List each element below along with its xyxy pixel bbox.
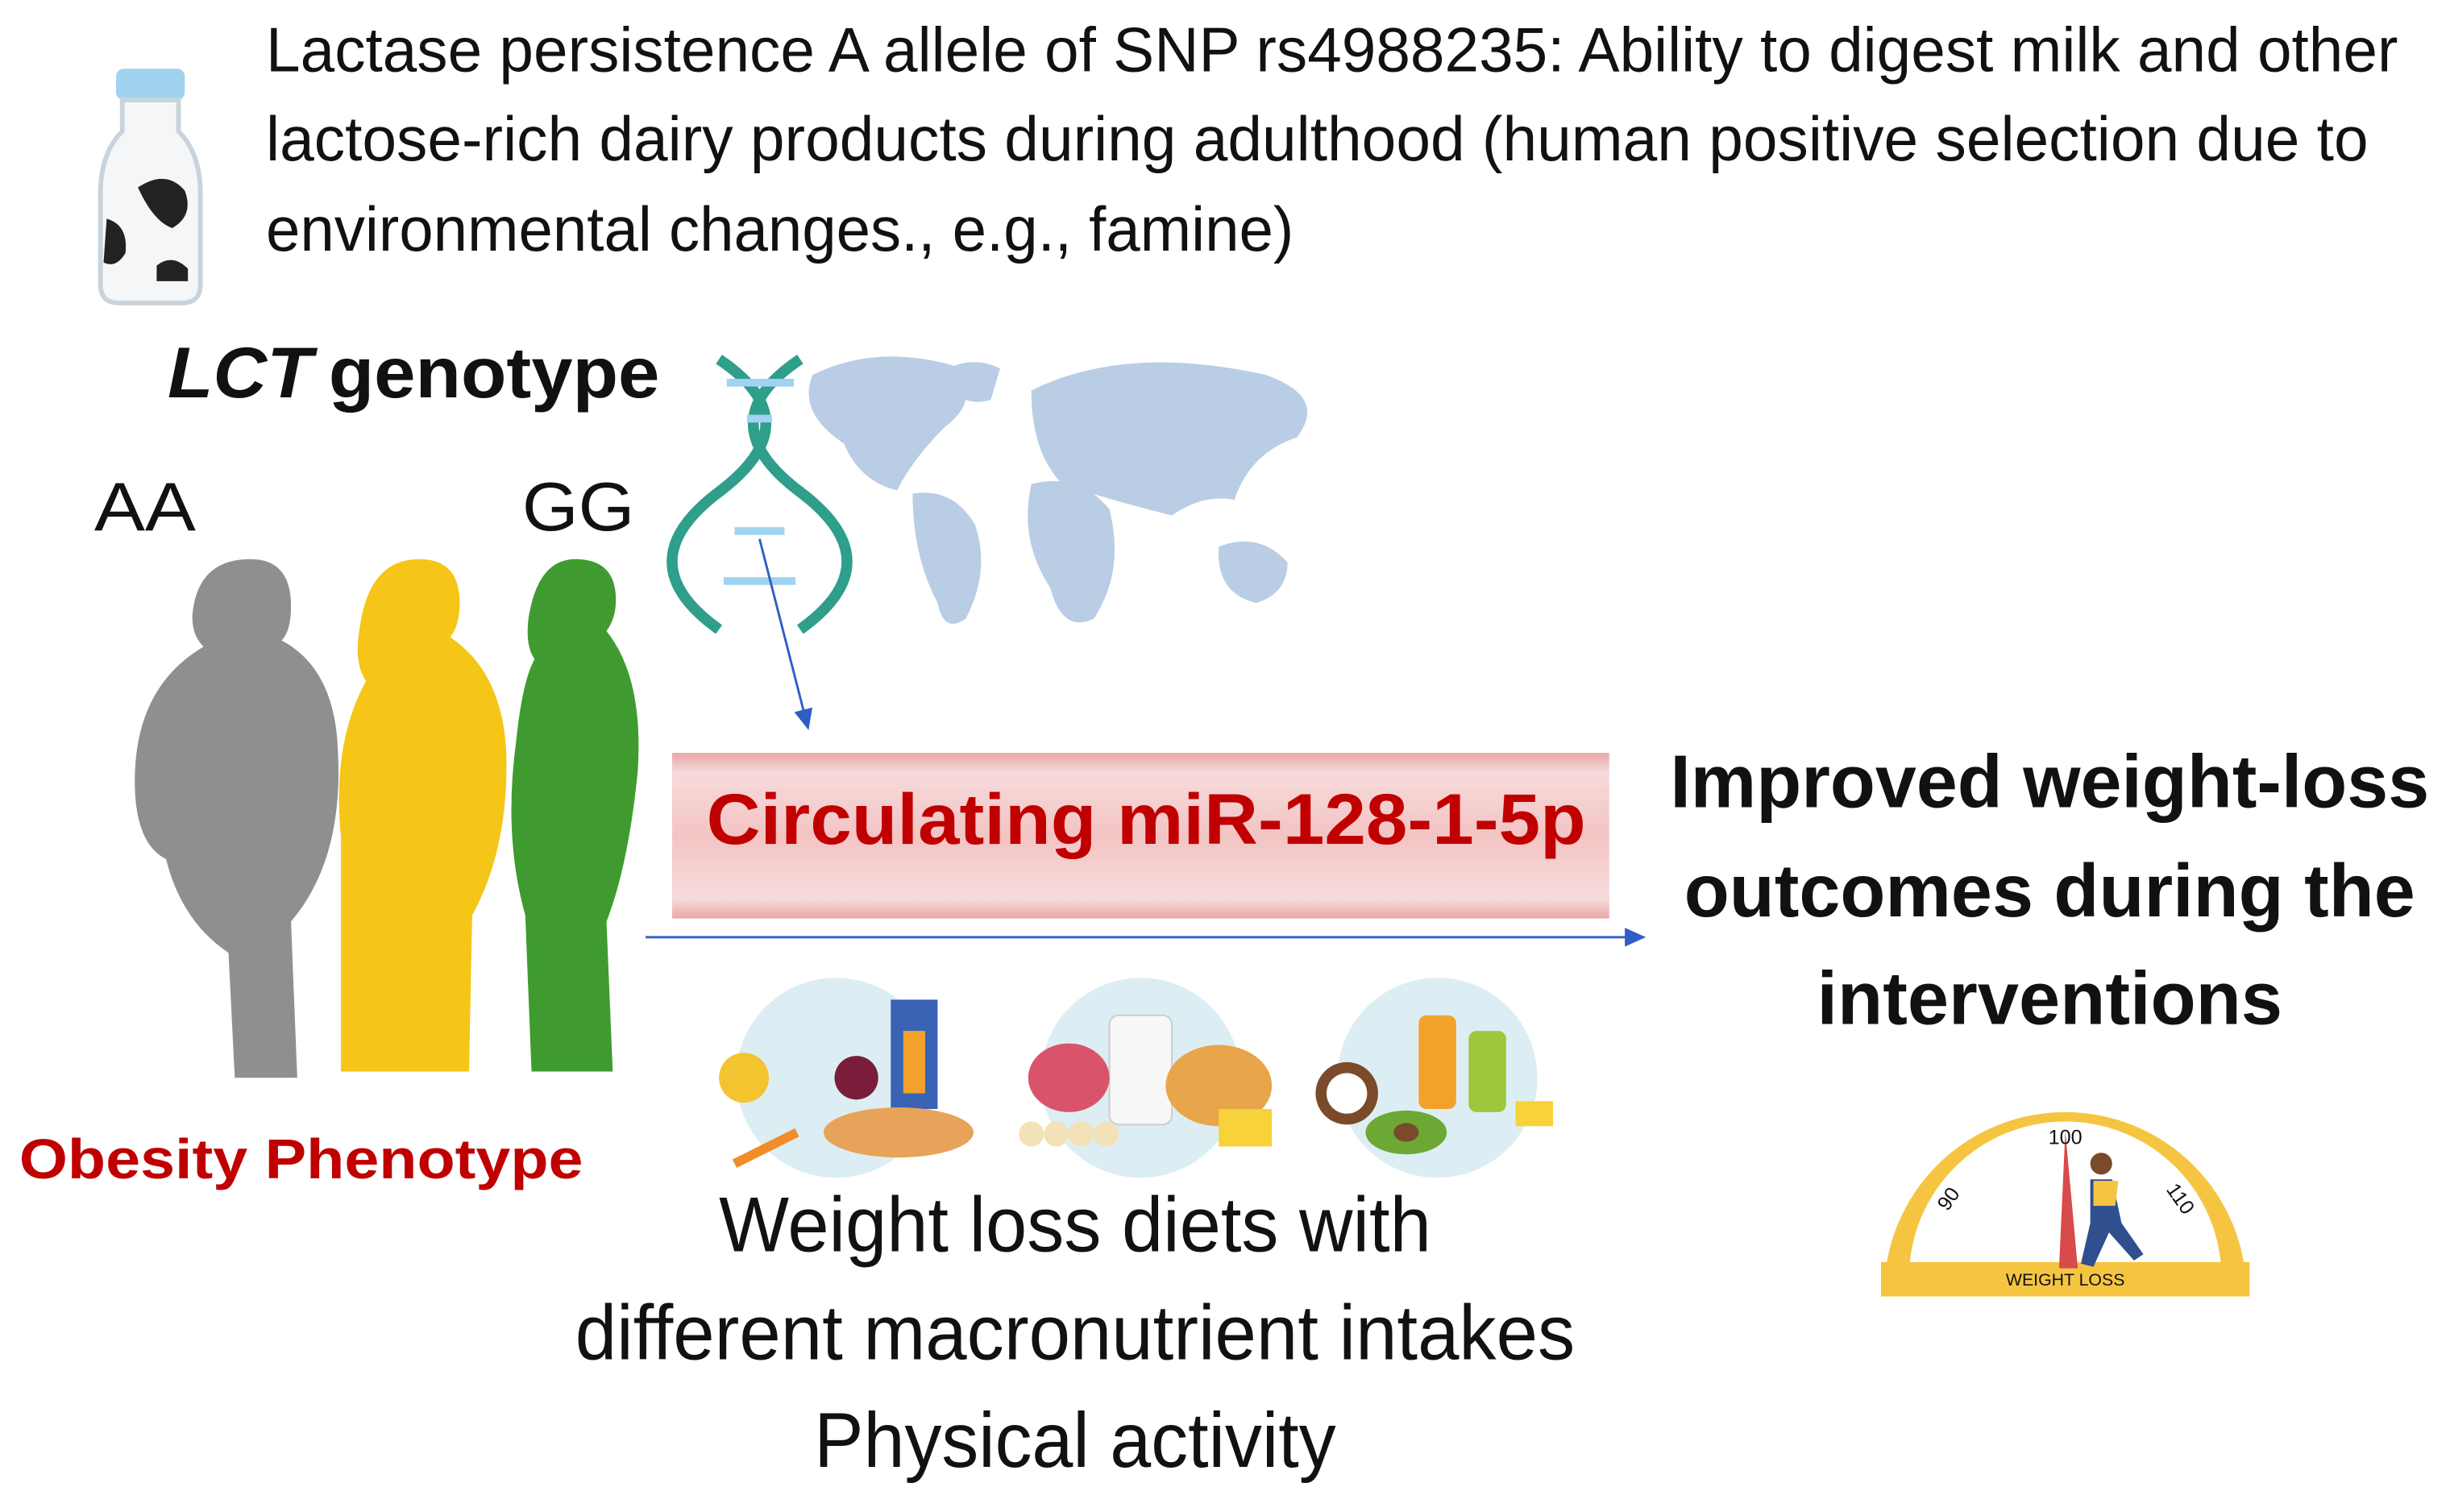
gauge-label: 100 [2049,1126,2082,1149]
food-icons [719,978,1553,1178]
outcome-line: Improved weight-loss [1670,739,2429,823]
weight-gauge [1880,1111,2250,1297]
header-line: environmental changes., e.g., famine) [266,195,1294,264]
blood-vessel [671,753,1609,919]
arrow [758,538,813,730]
genotype-gg: GG [522,469,635,546]
genotype-label: genotype [329,332,660,413]
outcome-line: outcomes during the [1684,849,2415,933]
header-line: lactose-rich dairy products during adult… [266,105,2369,174]
intervention-line: Weight loss diets with [719,1181,1431,1269]
genotype-title: LCT genotype [168,332,659,413]
gene-name: LCT [168,332,318,413]
phenotype-label: Obesity Phenotype [19,1128,583,1190]
milk-bottle-icon [98,69,203,305]
intervention-line: different macronutrient intakes [575,1288,1575,1376]
intervention-line: Physical activity [814,1396,1336,1484]
gauge-caption: WEIGHT LOSS [2006,1270,2125,1290]
vessel-label: Circulating miR-128-1-5p [707,779,1586,859]
outcome-line: interventions [1817,957,2283,1041]
genotype-aa: AA [94,469,196,546]
header-line: Lactase persistence A allele of SNP rs49… [266,15,2398,85]
silhouettes [135,559,639,1078]
world-map [808,356,1308,624]
dna-icon [666,355,853,634]
